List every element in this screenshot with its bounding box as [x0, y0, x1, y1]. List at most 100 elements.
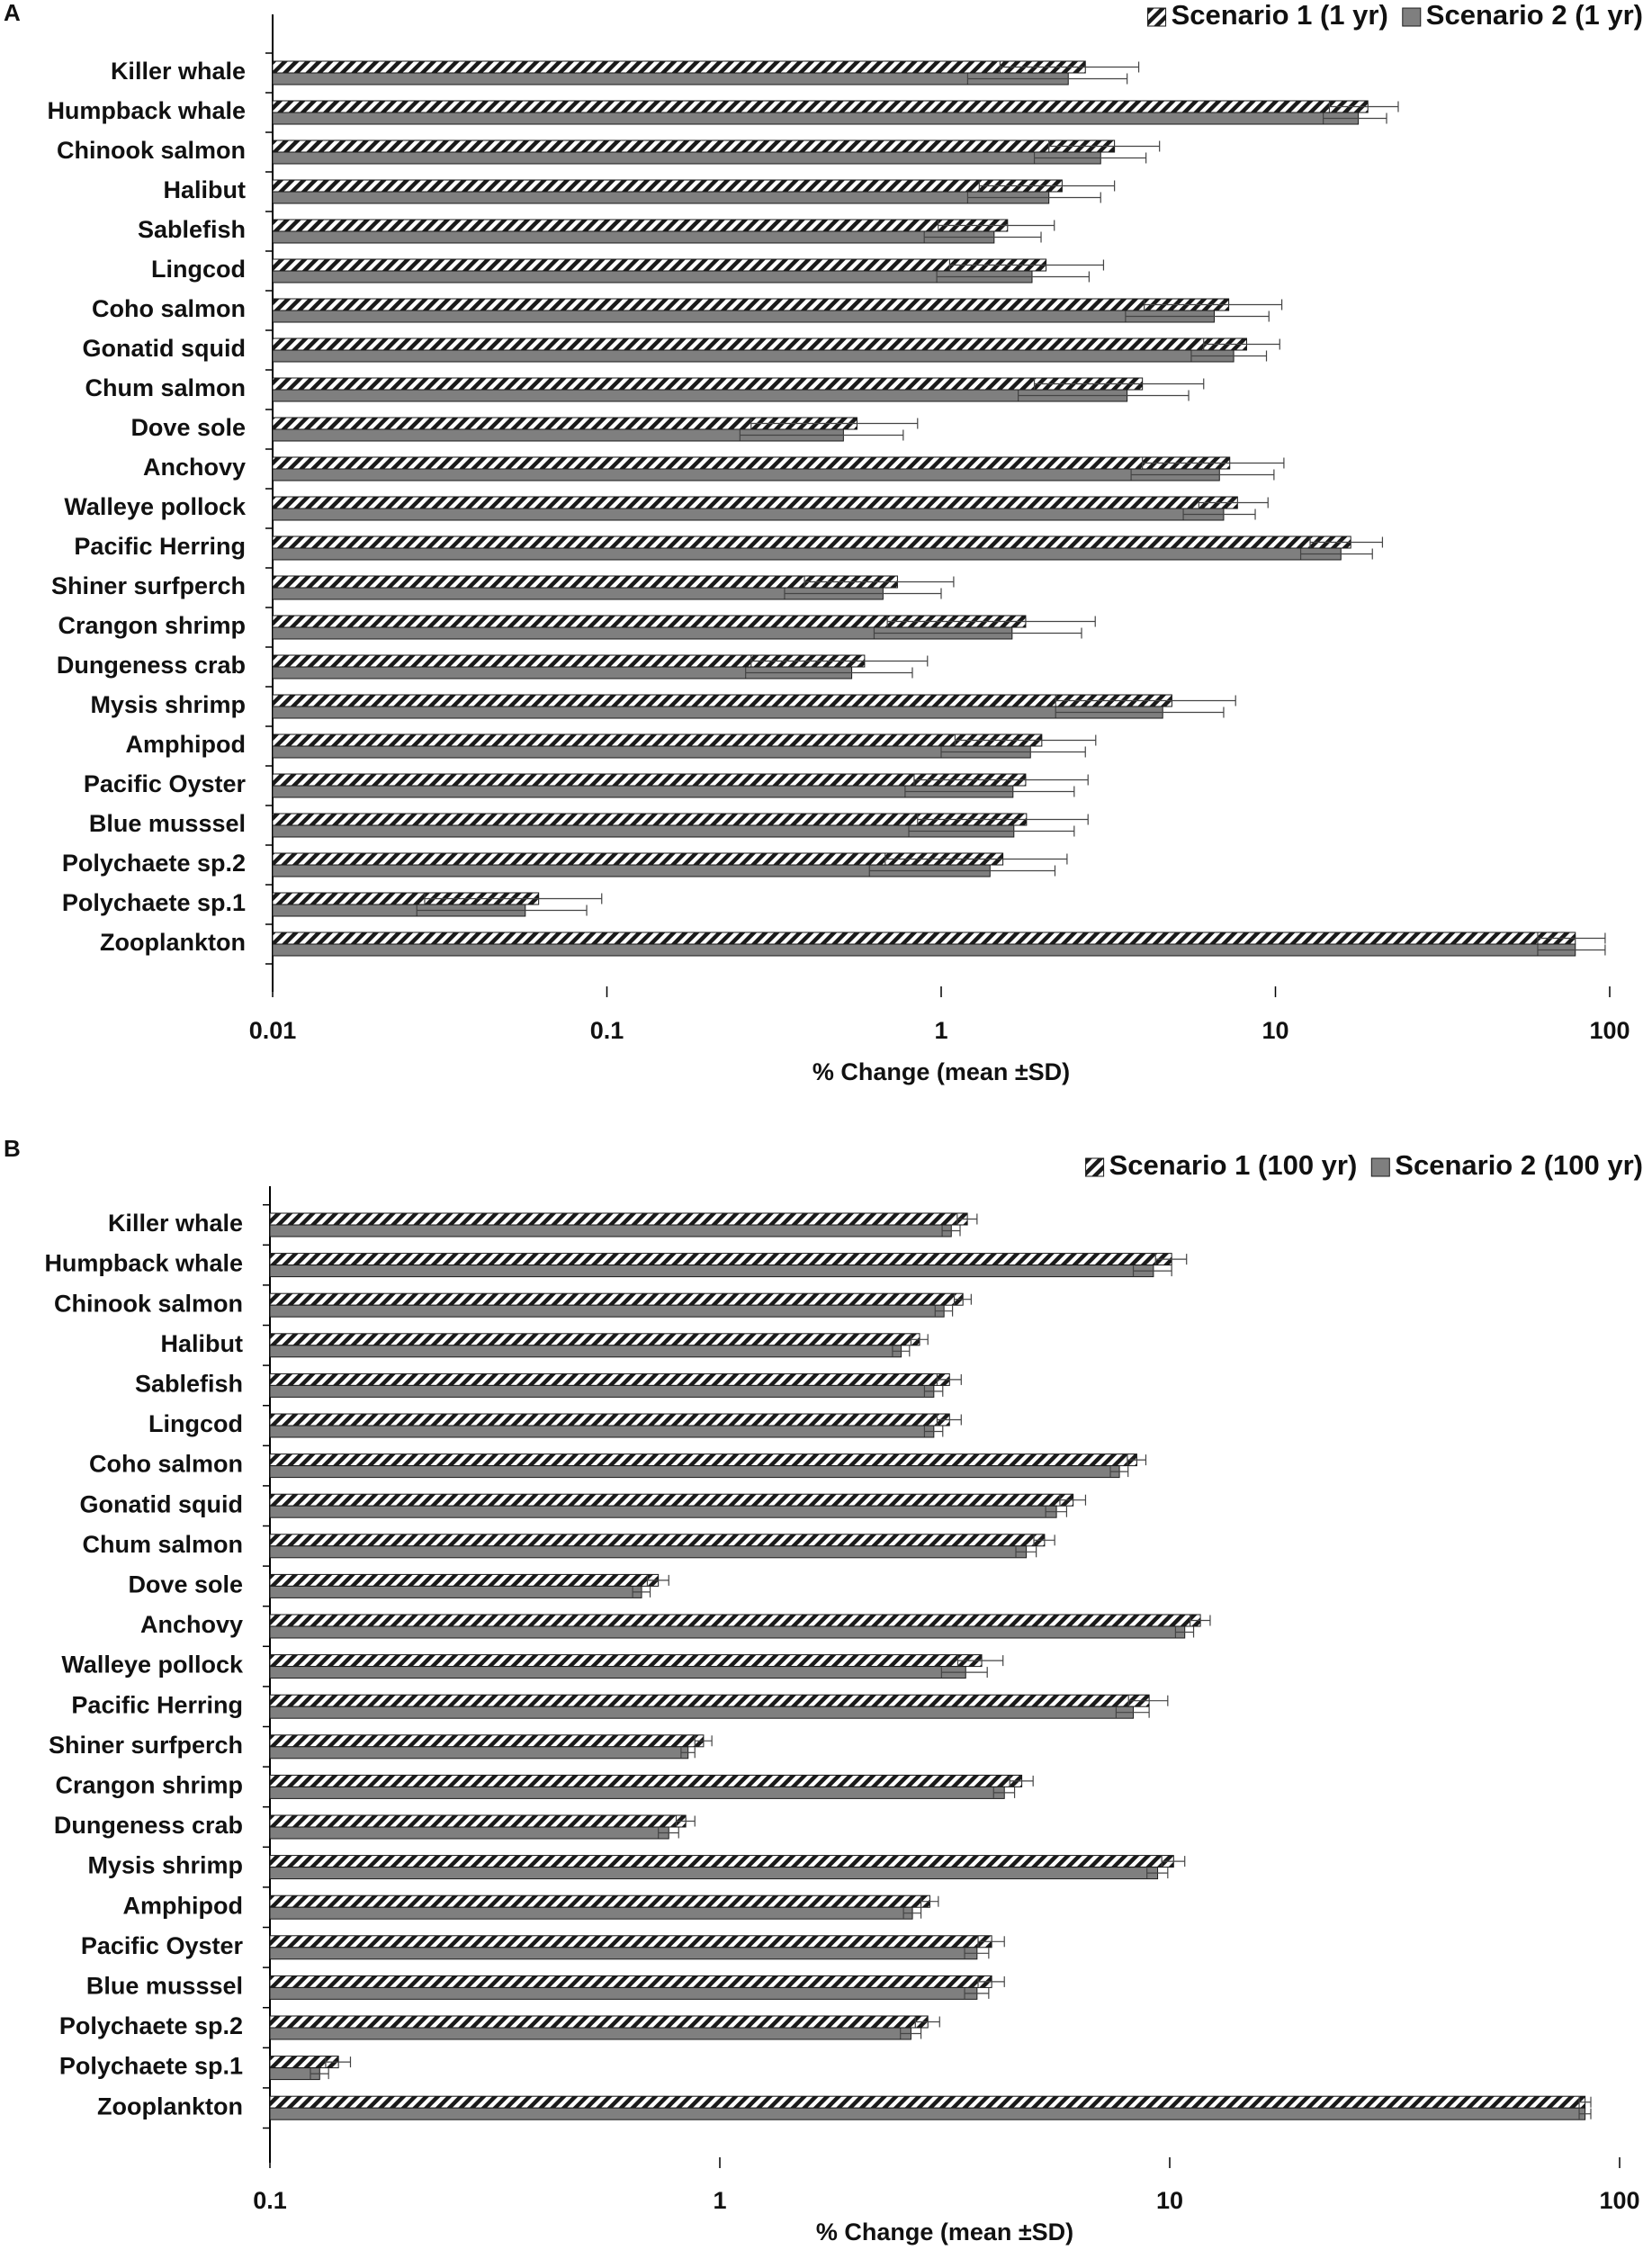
error-bar — [956, 1655, 1004, 1667]
bar — [272, 310, 1215, 323]
category-label: Polychaete sp.1 — [59, 2053, 243, 2080]
bar — [269, 1706, 1135, 1719]
error-bar — [941, 1225, 961, 1237]
bar — [269, 1253, 1172, 1266]
x-tick-label: 1 — [713, 2187, 726, 2214]
bar — [269, 1694, 1150, 1707]
panel-label: B — [4, 1135, 21, 1162]
category-label: Crangon shrimp — [55, 1772, 243, 1799]
error-bar — [873, 627, 1082, 639]
error-bar — [910, 1334, 929, 1346]
bar — [272, 60, 1086, 74]
category-label: Lingcod — [148, 1410, 243, 1437]
error-bar — [1048, 140, 1161, 152]
error-bar — [1328, 101, 1399, 112]
legend-swatch — [1147, 7, 1167, 27]
error-bar — [416, 904, 588, 916]
error-bar — [977, 1976, 1005, 1987]
error-bar — [1033, 152, 1147, 164]
bar — [269, 1425, 935, 1438]
error-bar — [908, 825, 1075, 837]
error-bar — [739, 429, 904, 441]
error-bar — [936, 271, 1090, 283]
bar — [272, 140, 1116, 153]
bar — [269, 1264, 1154, 1278]
error-bar — [954, 734, 1097, 746]
error-bar — [1537, 932, 1606, 944]
bar — [269, 1894, 930, 1908]
category-label: Polychaete sp.2 — [62, 850, 246, 877]
bar — [269, 1505, 1057, 1518]
bar — [272, 377, 1144, 391]
error-bar — [680, 1747, 696, 1759]
error-bar — [940, 746, 1086, 758]
bar — [272, 773, 1027, 787]
bar — [272, 508, 1225, 521]
error-bar — [750, 418, 919, 429]
legend-label: Scenario 1 (100 yr) — [1109, 1149, 1358, 1181]
error-bar — [964, 1987, 990, 1999]
category-label: Polychaete sp.1 — [62, 889, 246, 916]
error-bar — [999, 61, 1140, 73]
bar — [269, 1986, 978, 2000]
error-bar — [1146, 1868, 1169, 1879]
category-label: Anchovy — [140, 1611, 243, 1638]
error-bar — [750, 655, 929, 667]
bar — [269, 1304, 945, 1318]
bar — [269, 2027, 911, 2040]
category-label: Sablefish — [135, 1371, 243, 1398]
bar — [272, 706, 1163, 719]
error-bar — [1033, 378, 1205, 390]
bar — [272, 219, 1009, 232]
error-bar — [940, 1667, 988, 1678]
error-bar — [325, 2056, 352, 2068]
error-bar — [658, 1827, 679, 1839]
category-label: Pacific Oyster — [84, 770, 247, 797]
category-label: Pacific Herring — [71, 1691, 243, 1718]
category-label: Gonatid squid — [83, 335, 247, 362]
bar — [269, 2107, 1586, 2120]
bar — [272, 547, 1342, 561]
bar — [269, 1947, 978, 1960]
error-bar — [1132, 1265, 1172, 1277]
bar — [269, 1413, 950, 1426]
error-bar — [1033, 1534, 1055, 1546]
bar — [269, 1654, 983, 1668]
error-bar — [1009, 1775, 1034, 1786]
error-bar — [1203, 338, 1280, 350]
bar — [272, 813, 1028, 826]
legend-label: Scenario 2 (100 yr) — [1395, 1149, 1643, 1181]
error-bar — [1309, 536, 1384, 548]
bar — [269, 1493, 1074, 1507]
error-bar — [1578, 2108, 1592, 2120]
category-label: Gonatid squid — [80, 1490, 244, 1517]
bar — [272, 270, 1033, 284]
error-bar — [1125, 310, 1270, 322]
error-bar — [884, 853, 1068, 865]
category-label: Halibut — [161, 1330, 244, 1357]
error-bar — [964, 1948, 990, 1959]
category-label: Humpback whale — [47, 97, 246, 124]
bar — [272, 389, 1128, 402]
bar — [269, 1734, 705, 1748]
bar — [272, 734, 1043, 747]
category-label: Pacific Herring — [74, 533, 246, 560]
bar — [272, 694, 1172, 707]
error-bar — [917, 814, 1089, 825]
error-bar — [1174, 1626, 1195, 1638]
bar — [272, 191, 1050, 204]
bar — [269, 1212, 968, 1226]
bar — [272, 349, 1235, 363]
category-label: Walleye pollock — [61, 1652, 244, 1678]
error-bar — [920, 1895, 939, 1907]
category-label: Crangon shrimp — [58, 612, 246, 639]
category-label: Chum salmon — [82, 1531, 243, 1558]
bar — [272, 824, 1015, 838]
bar — [269, 1666, 966, 1679]
category-label: Chum salmon — [85, 374, 246, 401]
error-bar — [1154, 1254, 1188, 1265]
error-bar — [1045, 1506, 1068, 1517]
error-bar — [900, 2028, 922, 2039]
bar — [272, 298, 1230, 311]
bar — [269, 1292, 964, 1306]
